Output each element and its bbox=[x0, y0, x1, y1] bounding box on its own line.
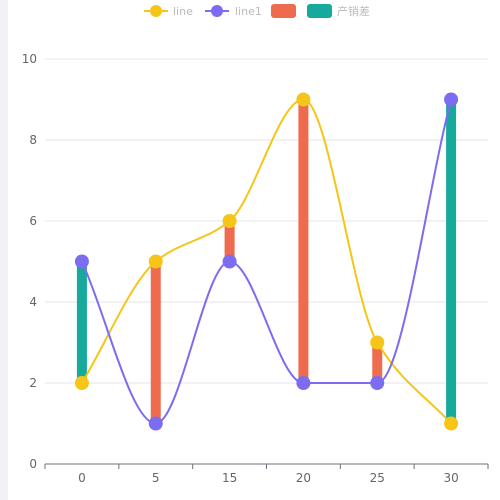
data-point-line[interactable] bbox=[296, 92, 311, 107]
x-tick-label: 25 bbox=[370, 471, 385, 485]
y-tick-label: 2 bbox=[29, 376, 37, 390]
y-tick-label: 8 bbox=[29, 133, 37, 147]
data-point-line[interactable] bbox=[222, 214, 237, 228]
side-strip bbox=[0, 0, 8, 500]
series-line-line1 bbox=[81, 99, 453, 425]
range-bar[interactable] bbox=[150, 261, 161, 424]
legend-label[interactable]: 产销差 bbox=[337, 4, 370, 18]
range-bar[interactable] bbox=[76, 261, 87, 384]
legend-bar-swatch[interactable] bbox=[271, 4, 296, 18]
legend-bar-swatch[interactable] bbox=[307, 4, 332, 18]
legend-line-marker[interactable] bbox=[150, 5, 162, 17]
x-tick-label: 30 bbox=[443, 471, 458, 485]
data-point-line[interactable] bbox=[74, 376, 89, 390]
range-bar[interactable] bbox=[298, 99, 309, 384]
y-tick-label: 10 bbox=[22, 52, 37, 66]
legend-label[interactable]: line1 bbox=[235, 5, 262, 18]
x-tick-label: 0 bbox=[78, 471, 86, 485]
x-tick-label: 15 bbox=[222, 471, 237, 485]
data-point-line1[interactable] bbox=[74, 254, 89, 269]
data-point-line1[interactable] bbox=[370, 376, 385, 390]
legend-line1-marker[interactable] bbox=[211, 5, 223, 17]
data-point-line1[interactable] bbox=[222, 254, 237, 269]
y-tick-label: 0 bbox=[29, 457, 37, 471]
data-point-line[interactable] bbox=[148, 254, 163, 269]
data-point-line1[interactable] bbox=[296, 376, 311, 390]
x-tick-label: 20 bbox=[296, 471, 311, 485]
data-point-line1[interactable] bbox=[444, 92, 459, 107]
x-tick-label: 5 bbox=[152, 471, 160, 485]
legend-label[interactable]: line bbox=[173, 5, 193, 18]
y-tick-label: 6 bbox=[29, 214, 37, 228]
series-line-line bbox=[81, 98, 452, 425]
data-point-line1[interactable] bbox=[148, 416, 163, 431]
data-point-line[interactable] bbox=[444, 416, 459, 431]
range-bar[interactable] bbox=[446, 99, 457, 424]
data-point-line[interactable] bbox=[370, 335, 385, 350]
range-bar[interactable] bbox=[372, 342, 383, 384]
y-tick-label: 4 bbox=[29, 295, 37, 309]
range-bar[interactable] bbox=[224, 221, 235, 262]
